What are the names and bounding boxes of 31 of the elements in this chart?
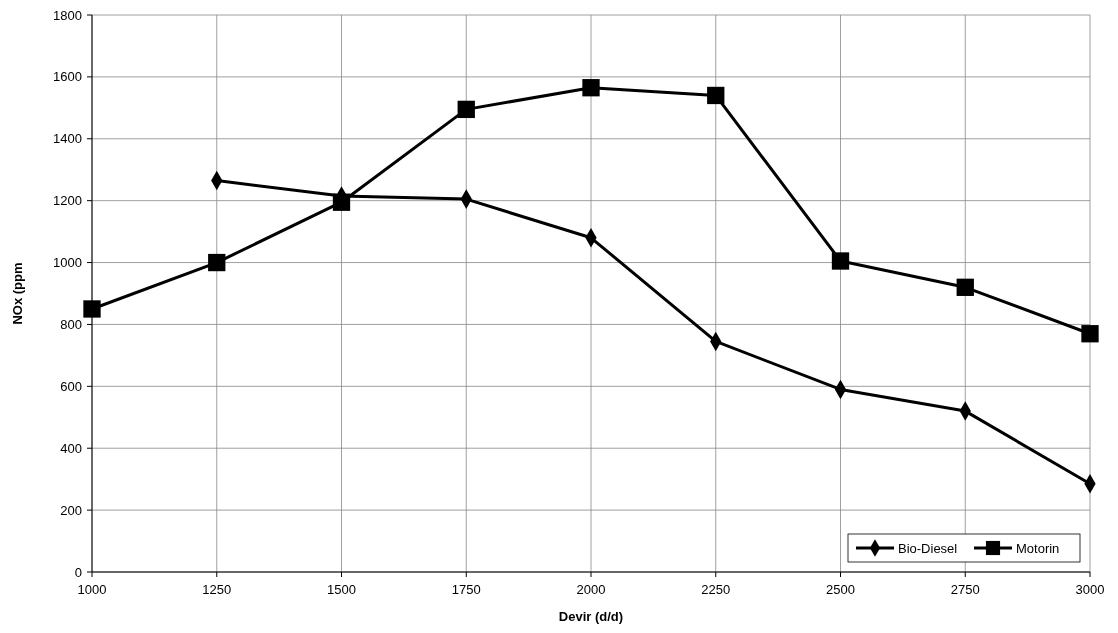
y-tick-label: 0 xyxy=(74,564,82,580)
y-tick-label: 400 xyxy=(60,440,82,456)
x-axis-title: Devir (d/d) xyxy=(558,609,624,624)
y-tick-label: 1000 xyxy=(53,255,82,271)
x-tick-label: 3000 xyxy=(1075,582,1105,597)
x-tick-label: 2000 xyxy=(576,582,606,597)
y-tick-label: 200 xyxy=(60,502,82,518)
y-tick-label: 1400 xyxy=(53,131,82,147)
point xyxy=(83,300,101,318)
point xyxy=(582,79,600,97)
point xyxy=(707,86,725,105)
x-tick-label: 1500 xyxy=(327,582,356,597)
legend-label: Bio-Diesel xyxy=(898,541,958,556)
legend-label: Motorin xyxy=(1016,541,1060,556)
y-tick-label: 1200 xyxy=(53,193,82,209)
x-tick-label: 2500 xyxy=(826,582,855,597)
point xyxy=(208,253,226,272)
y-tick-label: 1800 xyxy=(53,7,82,23)
y-tick-label: 800 xyxy=(60,316,82,332)
point xyxy=(956,278,974,296)
x-tick-label: 2250 xyxy=(701,582,731,597)
y-tick-label: 600 xyxy=(60,378,82,394)
y-tick-label: 1600 xyxy=(53,69,82,85)
point xyxy=(831,252,850,270)
point xyxy=(457,100,475,119)
point xyxy=(1081,325,1099,343)
x-tick-label: 2750 xyxy=(950,582,980,597)
y-axis-title: NOx (ppm xyxy=(10,262,25,325)
x-tick-label: 1000 xyxy=(77,582,107,597)
x-tick-label: 1250 xyxy=(202,582,232,597)
x-tick-label: 1750 xyxy=(451,582,481,597)
